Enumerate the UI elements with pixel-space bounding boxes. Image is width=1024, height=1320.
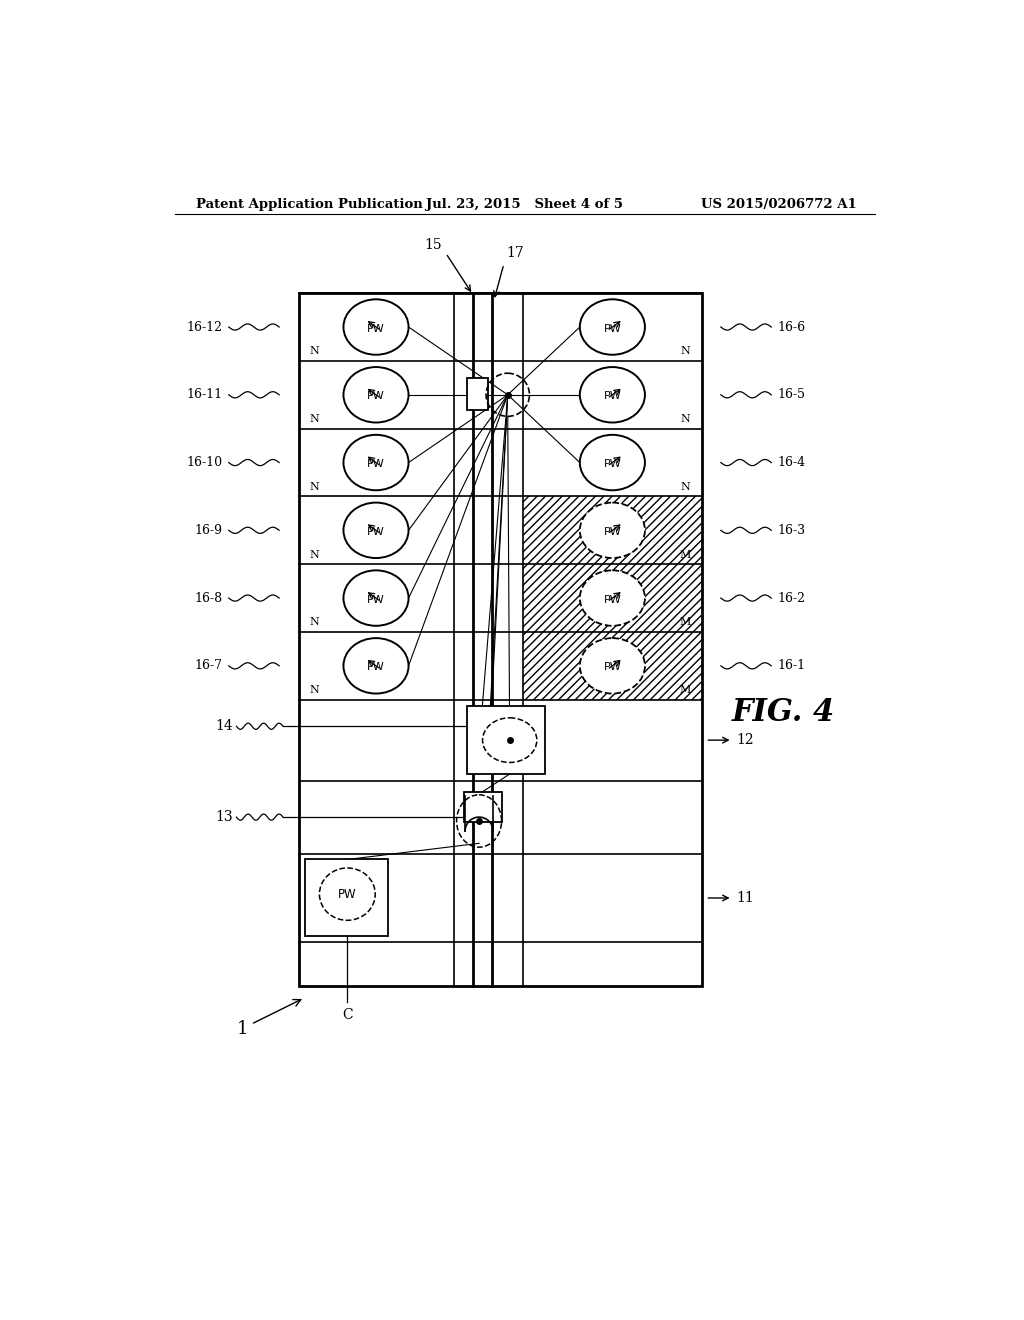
Text: PW: PW: [603, 527, 622, 537]
Text: 16-11: 16-11: [186, 388, 222, 401]
Text: 1: 1: [237, 999, 301, 1038]
Text: 16-7: 16-7: [195, 659, 222, 672]
Text: PW: PW: [368, 527, 385, 537]
Text: PW: PW: [603, 459, 622, 469]
Text: 16-4: 16-4: [777, 455, 806, 469]
Text: PW: PW: [603, 663, 622, 672]
Text: N: N: [681, 346, 690, 356]
Text: PW: PW: [368, 391, 385, 401]
Text: C: C: [342, 1007, 352, 1022]
Text: N: N: [309, 618, 319, 627]
Bar: [467, 706, 545, 774]
Text: N: N: [681, 414, 690, 424]
Text: N: N: [309, 482, 319, 492]
Ellipse shape: [580, 638, 645, 693]
Bar: [523, 496, 701, 564]
Text: N: N: [681, 482, 690, 492]
Ellipse shape: [580, 570, 645, 626]
Text: FIG. 4: FIG. 4: [731, 697, 835, 729]
Text: N: N: [309, 414, 319, 424]
Text: PW: PW: [368, 594, 385, 605]
Bar: [467, 378, 488, 411]
Text: US 2015/0206772 A1: US 2015/0206772 A1: [700, 198, 856, 211]
Bar: [305, 859, 388, 936]
Bar: [523, 564, 701, 632]
Bar: [464, 792, 503, 822]
Text: 16-1: 16-1: [777, 659, 806, 672]
Text: Jul. 23, 2015   Sheet 4 of 5: Jul. 23, 2015 Sheet 4 of 5: [426, 198, 624, 211]
Text: PW: PW: [603, 594, 622, 605]
Text: 12: 12: [736, 733, 754, 747]
Text: 14: 14: [215, 719, 232, 734]
Ellipse shape: [343, 638, 409, 693]
Text: 16-10: 16-10: [186, 455, 222, 469]
Text: Patent Application Publication: Patent Application Publication: [197, 198, 423, 211]
Ellipse shape: [343, 367, 409, 422]
Text: M: M: [679, 549, 690, 560]
Text: PW: PW: [368, 323, 385, 334]
Text: 16-8: 16-8: [195, 591, 222, 605]
Text: 16-5: 16-5: [777, 388, 806, 401]
Text: M: M: [679, 685, 690, 696]
Bar: [299, 293, 701, 986]
Bar: [523, 632, 701, 700]
Text: 16-3: 16-3: [777, 524, 806, 537]
Text: 16-9: 16-9: [195, 524, 222, 537]
Text: 16-2: 16-2: [777, 591, 806, 605]
Text: PW: PW: [603, 323, 622, 334]
Text: 11: 11: [736, 891, 754, 906]
Ellipse shape: [343, 434, 409, 490]
Ellipse shape: [580, 367, 645, 422]
Text: 13: 13: [215, 810, 232, 824]
Text: N: N: [309, 549, 319, 560]
Text: PW: PW: [603, 391, 622, 401]
Text: N: N: [309, 685, 319, 696]
Text: N: N: [309, 346, 319, 356]
Ellipse shape: [343, 300, 409, 355]
Text: 15: 15: [424, 238, 442, 252]
Text: PW: PW: [368, 663, 385, 672]
Ellipse shape: [580, 434, 645, 490]
Ellipse shape: [580, 503, 645, 558]
Text: PW: PW: [338, 887, 356, 900]
Text: 17: 17: [506, 246, 524, 260]
Text: 16-6: 16-6: [777, 321, 806, 334]
Ellipse shape: [343, 503, 409, 558]
Text: PW: PW: [368, 459, 385, 469]
Ellipse shape: [343, 570, 409, 626]
Text: M: M: [679, 618, 690, 627]
Text: 16-12: 16-12: [186, 321, 222, 334]
Ellipse shape: [580, 300, 645, 355]
